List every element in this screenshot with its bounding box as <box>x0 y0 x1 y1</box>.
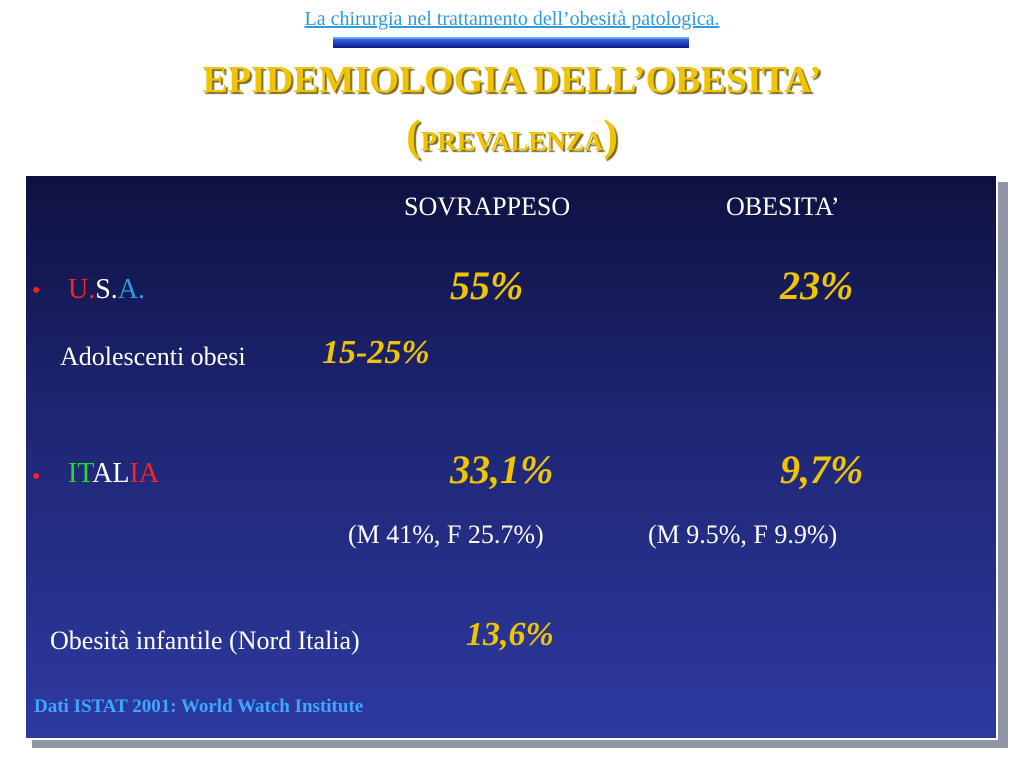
italy-label-part-3: IA <box>129 458 160 489</box>
usa-label-part-2: S. <box>95 274 118 305</box>
source-note: Dati ISTAT 2001: World Watch Institute <box>34 696 364 717</box>
adolescents-value: 15-25% <box>322 334 430 371</box>
subtitle-paren-close: ) <box>603 111 618 160</box>
column-header-obesity: OBESITA’ <box>726 192 840 221</box>
italy-obesity-detail: (M 9.5%, F 9.9%) <box>648 520 838 549</box>
subtitle-word: PREVALENZA <box>420 126 604 156</box>
header-link[interactable]: La chirurgia nel trattamento dell’obesit… <box>304 8 720 30</box>
italy-overweight-value: 33,1% <box>450 447 554 492</box>
subtitle-paren-open: ( <box>406 111 421 160</box>
adolescents-label: Adolescenti obesi <box>60 342 246 371</box>
usa-obesity-value: 23% <box>780 263 854 308</box>
page-title: EPIDEMIOLOGIA DELL’OBESITA’ <box>202 59 822 101</box>
content-panel: SOVRAPPESO OBESITA’ • U.S.A. 55% 23% Ado… <box>24 174 998 740</box>
usa-label: U.S.A. <box>68 274 145 306</box>
italy-obesity-value: 9,7% <box>780 447 864 492</box>
italy-label-part-2: AL <box>92 458 130 489</box>
column-header-overweight: SOVRAPPESO <box>404 192 571 221</box>
usa-bullet: • <box>32 278 41 304</box>
italy-label: ITALIA <box>68 458 159 490</box>
usa-label-part-3: A. <box>117 274 146 305</box>
childhood-obesity-label: Obesità infantile (Nord Italia) <box>50 626 360 655</box>
italy-label-part-1: IT <box>68 458 93 489</box>
usa-label-part-1: U. <box>68 274 96 305</box>
italy-bullet: • <box>32 464 41 490</box>
usa-overweight-value: 55% <box>450 263 524 308</box>
header-bar <box>333 37 689 48</box>
childhood-obesity-value: 13,6% <box>466 616 554 653</box>
page-subtitle: (PREVALENZA) <box>0 110 1024 161</box>
italy-overweight-detail: (M 41%, F 25.7%) <box>348 520 544 549</box>
